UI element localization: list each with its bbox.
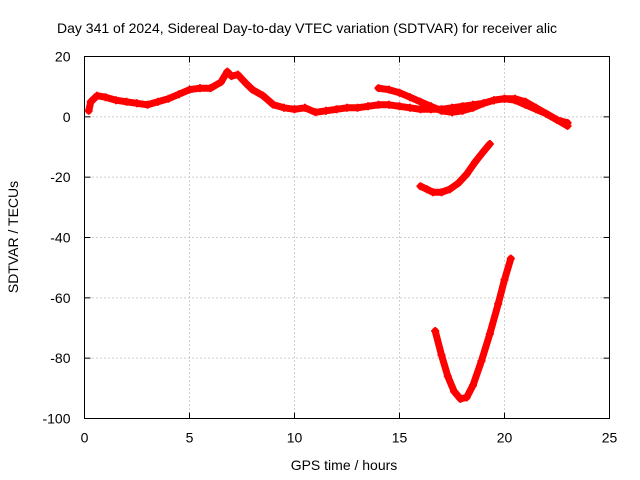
- data-point: [395, 88, 404, 97]
- data-point: [248, 85, 257, 94]
- data-point: [443, 372, 452, 381]
- data-point: [206, 84, 215, 93]
- data-point: [406, 93, 414, 102]
- y-tick-label: 20: [55, 49, 71, 65]
- data-point: [532, 103, 540, 112]
- data-point: [280, 103, 288, 112]
- data-point: [456, 394, 465, 403]
- data-point: [437, 106, 446, 115]
- data-point: [450, 387, 459, 396]
- data-point: [86, 97, 95, 106]
- series-line-3: [417, 140, 494, 196]
- data-point: [242, 79, 251, 88]
- data-point: [462, 393, 471, 402]
- data-point: [374, 100, 383, 109]
- data-point: [506, 254, 515, 263]
- axis-ticks: 0 5 10 15 20 25 -100 -80 -60 -40 -20 0 20: [42, 49, 617, 446]
- data-point: [385, 100, 393, 109]
- data-point: [437, 351, 446, 360]
- series-line-4: [431, 255, 515, 403]
- data-point: [364, 102, 372, 111]
- y-tick-label: -20: [50, 169, 70, 185]
- data-point: [101, 93, 110, 102]
- data-point: [521, 97, 530, 106]
- data-point: [112, 96, 120, 105]
- data-point: [479, 99, 488, 108]
- data-point: [490, 96, 498, 105]
- data-point: [227, 72, 236, 81]
- data-point: [469, 381, 477, 390]
- data-point: [217, 78, 225, 87]
- data-point: [343, 103, 351, 112]
- data-point: [471, 158, 480, 167]
- data-point: [437, 188, 446, 197]
- x-tick-label: 10: [287, 430, 303, 446]
- data-point: [416, 105, 425, 114]
- data-point: [311, 108, 320, 117]
- x-tick-label: 5: [186, 430, 194, 446]
- data-series: [84, 67, 572, 403]
- x-axis-label: GPS time / hours: [291, 457, 398, 473]
- data-point: [429, 188, 438, 197]
- x-tick-label: 15: [392, 430, 408, 446]
- data-point: [422, 185, 431, 194]
- data-point: [143, 100, 152, 109]
- data-point: [500, 275, 509, 284]
- x-tick-label: 25: [602, 430, 618, 446]
- data-point: [416, 182, 425, 191]
- y-tick-label: -100: [42, 411, 70, 427]
- data-point: [500, 94, 509, 103]
- data-point: [164, 94, 173, 103]
- y-tick-label: -40: [50, 230, 70, 246]
- y-tick-label: -80: [50, 350, 70, 366]
- data-point: [133, 99, 141, 108]
- data-point: [175, 90, 183, 99]
- data-point: [416, 97, 425, 106]
- data-point: [374, 84, 383, 93]
- data-point: [332, 105, 341, 114]
- data-point: [431, 327, 440, 336]
- x-tick-label: 0: [81, 430, 89, 446]
- data-point: [477, 357, 486, 366]
- data-point: [93, 91, 102, 100]
- data-point: [223, 67, 232, 76]
- data-point: [469, 103, 477, 112]
- data-point: [259, 91, 267, 100]
- data-point: [301, 103, 309, 112]
- data-point: [454, 179, 463, 188]
- data-point: [479, 147, 488, 156]
- x-tick-label: 20: [497, 430, 513, 446]
- data-point: [427, 102, 435, 111]
- data-point: [494, 299, 503, 308]
- data-point: [485, 139, 494, 148]
- data-point: [553, 115, 561, 124]
- chart-title: Day 341 of 2024, Sidereal Day-to-day VTE…: [57, 20, 557, 36]
- data-point: [122, 97, 131, 106]
- data-point: [511, 94, 519, 103]
- data-point: [353, 103, 362, 112]
- y-tick-label: 0: [63, 109, 71, 125]
- y-axis-label: SDTVAR / TECUs: [5, 181, 21, 293]
- data-point: [290, 105, 299, 114]
- data-point: [485, 330, 494, 339]
- data-point: [395, 102, 404, 111]
- data-point: [462, 170, 471, 179]
- data-point: [406, 103, 414, 112]
- data-point: [196, 84, 204, 93]
- data-point: [563, 118, 572, 127]
- data-point: [458, 106, 467, 115]
- y-tick-label: -60: [50, 290, 70, 306]
- data-point: [185, 85, 194, 94]
- data-point: [84, 106, 93, 115]
- grid: [84, 56, 610, 419]
- data-point: [445, 185, 454, 194]
- data-point: [322, 106, 330, 115]
- data-point: [233, 70, 242, 79]
- data-point: [542, 109, 551, 118]
- data-point: [448, 108, 456, 117]
- data-point: [385, 85, 393, 94]
- data-point: [154, 97, 162, 106]
- data-point: [269, 100, 278, 109]
